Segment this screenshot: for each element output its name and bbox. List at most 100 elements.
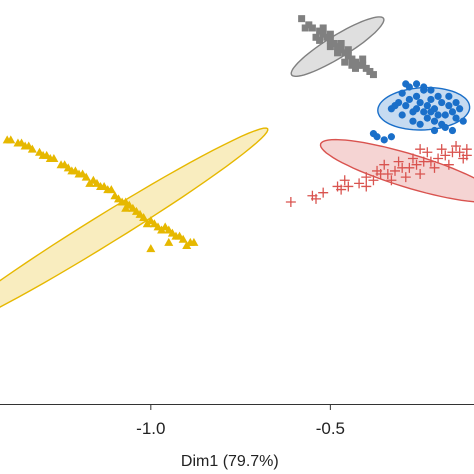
series-1-point: [359, 61, 367, 69]
series-3-point: [372, 165, 383, 176]
series-2-point: [452, 114, 460, 122]
series-0-point: [6, 135, 16, 144]
series-2-point: [416, 120, 424, 128]
series-3-point: [379, 159, 390, 170]
series-3-point: [411, 159, 422, 170]
series-3-point: [404, 162, 415, 173]
series-0-point: [139, 213, 149, 222]
series-2-point: [452, 98, 460, 107]
series-3-point: [382, 169, 393, 180]
series-1-point: [352, 58, 359, 66]
series-3-point: [429, 162, 440, 173]
series-1-point: [334, 43, 342, 51]
series-0-ellipse: [0, 127, 269, 308]
series-3-point: [343, 181, 354, 192]
series-2-point: [398, 111, 406, 119]
series-3-point: [451, 141, 462, 152]
series-1-point: [337, 40, 345, 48]
series-1-point: [312, 33, 320, 41]
series-1-point: [369, 71, 377, 79]
series-1-point: [326, 30, 334, 38]
series-3-point: [368, 175, 379, 186]
series-1-point: [352, 64, 359, 72]
series-2-point: [398, 89, 406, 97]
series-3-point: [440, 150, 451, 161]
series-1-point: [330, 40, 338, 48]
series-1-point: [326, 36, 334, 44]
series-1-point: [348, 61, 356, 69]
series-1-point: [308, 24, 316, 32]
series-3-point: [285, 197, 296, 207]
series-2-point: [448, 126, 457, 135]
series-2-point: [445, 92, 453, 100]
series-1-point: [359, 55, 367, 63]
series-2-point: [412, 80, 421, 88]
series-3-point: [361, 181, 372, 192]
series-3-point: [422, 147, 433, 158]
x-axis-title: Dim1 (79.7%): [181, 453, 279, 470]
series-2-point: [391, 102, 399, 110]
series-3-point: [311, 193, 321, 204]
series-2-point: [427, 108, 435, 116]
series-2-point: [409, 117, 417, 125]
series-3-point: [386, 175, 397, 186]
series-0-point: [189, 237, 199, 246]
series-1-point: [319, 24, 327, 32]
series-3-point: [393, 156, 404, 167]
series-1-point: [301, 24, 309, 32]
series-2-point: [430, 126, 439, 135]
series-0-point: [67, 166, 77, 175]
series-3-point: [400, 172, 411, 183]
series-2-point: [387, 133, 396, 141]
series-3-point: [415, 144, 426, 155]
series-3-point: [361, 172, 372, 183]
x-tick-label: -0.5: [316, 419, 345, 438]
series-1-point: [316, 36, 324, 44]
series-0-point: [182, 241, 192, 250]
series-1-point: [366, 67, 374, 75]
series-1-point: [362, 64, 370, 72]
series-2-point: [434, 92, 442, 100]
series-3-point: [390, 165, 400, 176]
series-0-point: [178, 234, 188, 243]
series-3-point: [436, 144, 447, 155]
series-2-point: [423, 114, 431, 122]
series-1-point: [323, 33, 331, 41]
series-2-point: [405, 95, 413, 104]
series-1-point: [298, 15, 306, 23]
series-2-point: [459, 117, 467, 125]
series-1-point: [305, 21, 313, 29]
series-1-point: [341, 58, 349, 66]
series-2-point: [420, 108, 428, 116]
series-3-point: [454, 147, 465, 158]
series-1-point: [355, 61, 363, 69]
series-2-point: [430, 117, 439, 125]
series-0-point: [42, 150, 52, 159]
series-2-point: [412, 105, 421, 113]
series-0-point: [81, 172, 91, 181]
series-1-point: [334, 49, 342, 57]
series-3-point: [318, 187, 329, 198]
series-1-point: [326, 43, 334, 51]
series-2-point: [402, 102, 410, 110]
series-3-point: [415, 169, 426, 180]
series-0-point: [142, 219, 152, 228]
series-0-point: [171, 231, 181, 240]
series-2-point: [427, 86, 435, 94]
series-3-point: [461, 150, 472, 161]
series-2-point: [423, 102, 431, 110]
series-2-point: [448, 108, 457, 116]
series-3-point: [433, 153, 444, 164]
series-2-point: [434, 111, 442, 119]
series-1-point: [316, 27, 324, 35]
series-1-point: [319, 30, 327, 38]
series-3-point: [354, 178, 365, 189]
series-3-point: [443, 159, 454, 170]
series-3-point: [336, 184, 347, 195]
series-0-point: [121, 203, 131, 212]
series-3-point: [425, 156, 436, 167]
series-2-point: [441, 123, 449, 132]
series-0-point: [17, 138, 27, 147]
series-0-point: [146, 244, 156, 253]
